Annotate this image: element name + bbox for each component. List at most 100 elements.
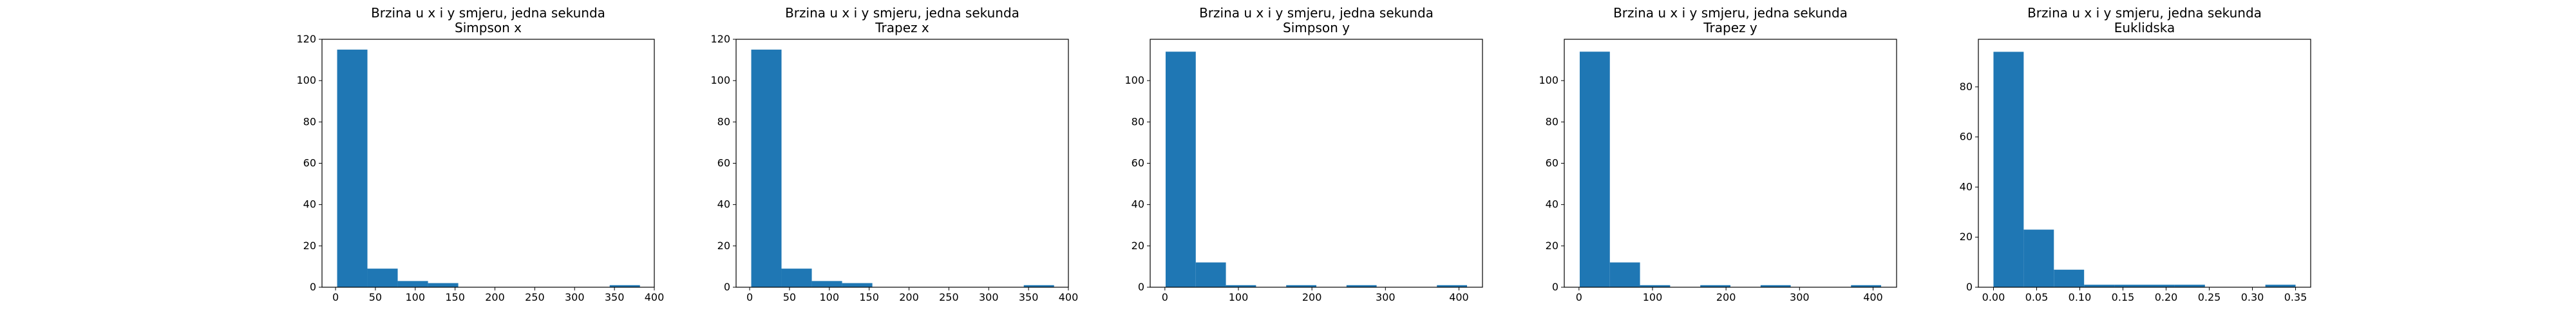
x-tick-label: 0 xyxy=(332,291,339,303)
x-tick-label: 300 xyxy=(1790,291,1810,303)
histogram-bar xyxy=(1346,285,1377,287)
histogram-bar xyxy=(1226,285,1256,287)
y-tick-label: 60 xyxy=(1132,157,1144,169)
x-tick-label: 0.05 xyxy=(2025,291,2049,303)
chart-title: Brzina u x i y smjeru, jedna sekunda xyxy=(2027,5,2262,21)
y-tick-label: 0 xyxy=(1138,281,1144,293)
y-tick-label: 120 xyxy=(296,33,316,45)
histogram-bar xyxy=(751,50,782,288)
x-tick-label: 0.15 xyxy=(2112,291,2135,303)
y-tick-label: 0 xyxy=(724,281,730,293)
x-tick-label: 0 xyxy=(746,291,753,303)
chart-title: Brzina u x i y smjeru, jedna sekunda xyxy=(1199,5,1434,21)
x-tick-label: 0.35 xyxy=(2284,291,2307,303)
chart-subtitle: Simpson y xyxy=(1283,20,1350,35)
y-tick-label: 0 xyxy=(1966,281,1973,293)
histogram-bar xyxy=(2114,285,2145,287)
chart-title: Brzina u x i y smjeru, jedna sekunda xyxy=(1613,5,1848,21)
y-tick-label: 0 xyxy=(310,281,316,293)
histogram-bar xyxy=(1851,285,1882,287)
histogram-bar xyxy=(842,283,873,287)
y-tick-label: 80 xyxy=(717,115,730,128)
histogram-bar xyxy=(1640,285,1671,287)
y-tick-label: 40 xyxy=(717,198,730,211)
axes-frame xyxy=(735,39,1069,288)
histogram-bar xyxy=(428,283,459,287)
y-tick-label: 80 xyxy=(1132,115,1144,128)
histogram-bar xyxy=(811,281,842,287)
y-tick-label: 20 xyxy=(717,240,730,252)
x-tick-label: 150 xyxy=(859,291,879,303)
x-tick-label: 0.20 xyxy=(2155,291,2178,303)
x-tick-label: 0 xyxy=(1576,291,1582,303)
histogram-bar xyxy=(2174,285,2205,287)
x-tick-label: 0 xyxy=(1162,291,1168,303)
y-tick-label: 80 xyxy=(303,115,316,128)
y-tick-label: 100 xyxy=(710,74,730,86)
y-tick-label: 60 xyxy=(717,157,730,169)
x-tick-label: 100 xyxy=(1643,291,1663,303)
histogram-bar xyxy=(2084,285,2115,287)
x-tick-label: 0.10 xyxy=(2069,291,2092,303)
histogram-bar xyxy=(2054,269,2085,287)
histogram-bar xyxy=(1437,285,1468,287)
y-tick-label: 40 xyxy=(1132,198,1144,211)
x-tick-label: 300 xyxy=(979,291,999,303)
histogram-bar xyxy=(1195,262,1226,287)
histogram-bar xyxy=(2265,285,2296,287)
histogram-bar xyxy=(609,285,640,287)
y-tick-label: 40 xyxy=(1960,180,1973,193)
histogram-bar xyxy=(337,50,368,288)
x-tick-label: 200 xyxy=(485,291,505,303)
x-tick-label: 200 xyxy=(1716,291,1736,303)
y-tick-label: 100 xyxy=(296,74,316,86)
y-tick-label: 60 xyxy=(1960,131,1973,143)
histogram-panel-simpson-x: Brzina u x i y smjeru, jedna sekundaSimp… xyxy=(296,5,664,303)
histogram-bar xyxy=(1165,52,1196,287)
axes-frame xyxy=(1978,39,2311,288)
y-tick-label: 100 xyxy=(1124,74,1144,86)
x-tick-label: 50 xyxy=(369,291,382,303)
y-tick-label: 120 xyxy=(710,33,730,45)
x-tick-label: 400 xyxy=(1449,291,1469,303)
x-tick-label: 300 xyxy=(1376,291,1396,303)
histogram-bar xyxy=(2023,229,2054,287)
axes-frame xyxy=(1150,39,1483,288)
x-tick-label: 400 xyxy=(1059,291,1079,303)
x-tick-label: 150 xyxy=(445,291,465,303)
x-tick-label: 400 xyxy=(645,291,665,303)
histogram-panel-trapez-y: Brzina u x i y smjeru, jedna sekundaTrap… xyxy=(1539,5,1897,303)
chart-subtitle: Euklidska xyxy=(2114,20,2175,35)
histogram-bar xyxy=(1023,285,1054,287)
histogram-panel-simpson-y: Brzina u x i y smjeru, jedna sekundaSimp… xyxy=(1124,5,1483,303)
x-tick-label: 300 xyxy=(565,291,585,303)
chart-title: Brzina u x i y smjeru, jedna sekunda xyxy=(785,5,1019,21)
histogram-panel-euklidska: Brzina u x i y smjeru, jedna sekundaEukl… xyxy=(1960,5,2311,303)
x-tick-label: 50 xyxy=(783,291,796,303)
x-tick-label: 250 xyxy=(525,291,545,303)
x-tick-label: 100 xyxy=(406,291,426,303)
x-tick-label: 350 xyxy=(1019,291,1039,303)
y-tick-label: 80 xyxy=(1546,115,1558,128)
y-tick-label: 40 xyxy=(303,198,316,211)
y-tick-label: 20 xyxy=(1960,231,1973,243)
y-tick-label: 20 xyxy=(303,240,316,252)
x-tick-label: 100 xyxy=(1229,291,1249,303)
histogram-panel-trapez-x: Brzina u x i y smjeru, jedna sekundaTrap… xyxy=(710,5,1078,303)
histogram-bar xyxy=(781,269,812,287)
x-tick-label: 350 xyxy=(605,291,625,303)
histogram-bar xyxy=(1609,262,1640,287)
y-tick-label: 60 xyxy=(1546,157,1558,169)
y-tick-label: 60 xyxy=(303,157,316,169)
histogram-bar xyxy=(1993,52,2024,287)
chart-subtitle: Simpson x xyxy=(455,20,522,35)
axes-frame xyxy=(1564,39,1897,288)
histogram-bar xyxy=(367,269,398,287)
histogram-bar xyxy=(1286,285,1316,287)
histogram-bar xyxy=(1579,52,1610,287)
chart-subtitle: Trapez x xyxy=(875,20,929,35)
chart-subtitle: Trapez y xyxy=(1703,20,1757,35)
y-tick-label: 0 xyxy=(1552,281,1558,293)
y-tick-label: 40 xyxy=(1546,198,1558,211)
